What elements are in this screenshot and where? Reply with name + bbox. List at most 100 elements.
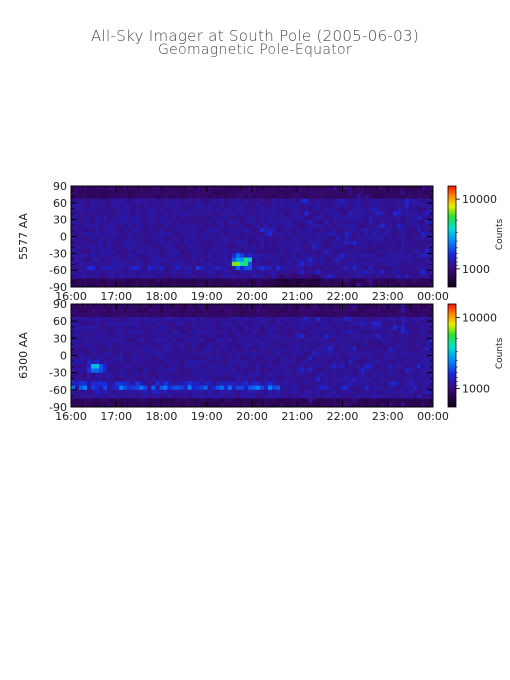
heatmap-cell bbox=[388, 186, 394, 191]
heatmap-cell bbox=[239, 278, 245, 284]
heatmap-cell bbox=[364, 334, 369, 339]
heatmap-cell bbox=[284, 308, 289, 313]
heatmap-cell bbox=[127, 261, 132, 267]
heatmap-cell bbox=[183, 321, 188, 326]
heatmap-cell bbox=[392, 219, 398, 225]
heatmap-cell bbox=[408, 253, 414, 258]
heatmap-cell bbox=[384, 364, 390, 369]
heatmap-cell bbox=[139, 274, 144, 279]
heatmap-cell bbox=[211, 402, 217, 408]
heatmap-cell bbox=[115, 223, 120, 229]
heatmap-cell bbox=[260, 228, 265, 233]
heatmap-cell bbox=[356, 312, 361, 318]
heatmap-cell bbox=[336, 346, 341, 352]
heatmap-cell bbox=[231, 342, 237, 348]
heatmap-cell bbox=[416, 244, 422, 250]
heatmap-cell bbox=[332, 219, 337, 225]
heatmap-cell bbox=[392, 316, 398, 322]
heatmap-cell bbox=[388, 355, 394, 361]
heatmap-cell bbox=[360, 186, 365, 191]
heatmap-cell bbox=[408, 223, 414, 229]
heatmap-cell bbox=[103, 342, 108, 348]
heatmap-cell bbox=[195, 325, 201, 331]
heatmap-cell bbox=[280, 211, 285, 216]
heatmap-cell bbox=[252, 236, 257, 242]
heatmap-cell bbox=[211, 398, 217, 404]
heatmap-cell bbox=[320, 398, 325, 404]
heatmap-cell bbox=[91, 223, 96, 229]
heatmap-cell bbox=[159, 244, 164, 250]
heatmap-cell bbox=[320, 278, 325, 284]
heatmap-cell bbox=[203, 278, 209, 284]
heatmap-cell bbox=[332, 265, 337, 271]
heatmap-cell bbox=[336, 312, 341, 318]
heatmap-cell bbox=[280, 223, 285, 229]
heatmap-cell bbox=[215, 398, 221, 404]
heatmap-cell bbox=[424, 321, 430, 326]
heatmap-cell bbox=[243, 381, 249, 386]
heatmap-cell bbox=[179, 338, 184, 343]
heatmap-cell bbox=[416, 198, 422, 204]
heatmap-cell bbox=[243, 321, 249, 326]
heatmap-cell bbox=[320, 261, 325, 267]
heatmap-cell bbox=[143, 334, 148, 339]
heatmap-cell bbox=[163, 198, 168, 204]
heatmap-cell bbox=[392, 389, 398, 395]
heatmap-cell bbox=[348, 194, 353, 199]
heatmap-cell bbox=[288, 190, 293, 195]
heatmap-cell bbox=[115, 304, 120, 309]
heatmap-cell bbox=[416, 274, 422, 279]
heatmap-cell bbox=[256, 190, 261, 195]
heatmap-cell bbox=[344, 236, 349, 242]
heatmap-cell bbox=[260, 325, 265, 331]
heatmap-cell bbox=[143, 270, 148, 275]
heatmap-cell bbox=[308, 270, 313, 275]
heatmap-cell bbox=[135, 190, 140, 195]
heatmap-cell bbox=[111, 253, 116, 258]
heatmap-cell bbox=[87, 232, 92, 237]
heatmap-cell bbox=[179, 359, 184, 365]
heatmap-cell bbox=[187, 372, 192, 378]
heatmap-cell bbox=[372, 198, 377, 204]
heatmap-cell bbox=[171, 346, 176, 352]
heatmap-cell bbox=[384, 274, 390, 279]
heatmap-cell bbox=[344, 321, 349, 326]
heatmap-cell bbox=[207, 329, 213, 335]
heatmap-cell bbox=[215, 228, 221, 233]
heatmap-cell bbox=[304, 257, 309, 263]
heatmap-cell bbox=[159, 270, 164, 275]
heatmap-cell bbox=[87, 329, 92, 335]
heatmap-cell bbox=[139, 402, 144, 408]
heatmap-cell bbox=[175, 228, 180, 233]
heatmap-cell bbox=[328, 351, 333, 356]
heatmap-cell bbox=[171, 198, 176, 204]
heatmap-cell bbox=[155, 402, 160, 408]
heatmap-cell bbox=[159, 274, 164, 279]
heatmap-cell bbox=[119, 186, 124, 191]
heatmap-cell bbox=[87, 207, 92, 212]
heatmap-cell bbox=[203, 194, 209, 199]
heatmap-cell bbox=[264, 321, 269, 326]
heatmap-cell bbox=[288, 278, 293, 284]
heatmap-cell bbox=[256, 236, 261, 242]
heatmap-cell bbox=[103, 389, 108, 395]
heatmap-cell bbox=[171, 228, 176, 233]
heatmap-cell bbox=[412, 398, 418, 404]
heatmap-cell bbox=[187, 342, 192, 348]
heatmap-cell bbox=[175, 240, 180, 246]
heatmap-cell bbox=[175, 402, 180, 408]
heatmap-cell bbox=[352, 282, 357, 288]
heatmap-cell bbox=[155, 278, 160, 284]
heatmap-cell bbox=[372, 368, 377, 373]
heatmap-cell bbox=[115, 329, 120, 335]
heatmap-cell bbox=[392, 207, 398, 212]
heatmap-cell bbox=[171, 321, 176, 326]
heatmap-cell bbox=[139, 215, 144, 220]
heatmap-cell bbox=[324, 198, 329, 204]
heatmap-cell bbox=[352, 261, 357, 267]
heatmap-cell bbox=[312, 325, 317, 331]
heatmap-cell bbox=[368, 385, 373, 391]
heatmap-cell bbox=[215, 338, 221, 343]
heatmap-cell bbox=[352, 186, 357, 191]
heatmap-cell bbox=[344, 312, 349, 318]
